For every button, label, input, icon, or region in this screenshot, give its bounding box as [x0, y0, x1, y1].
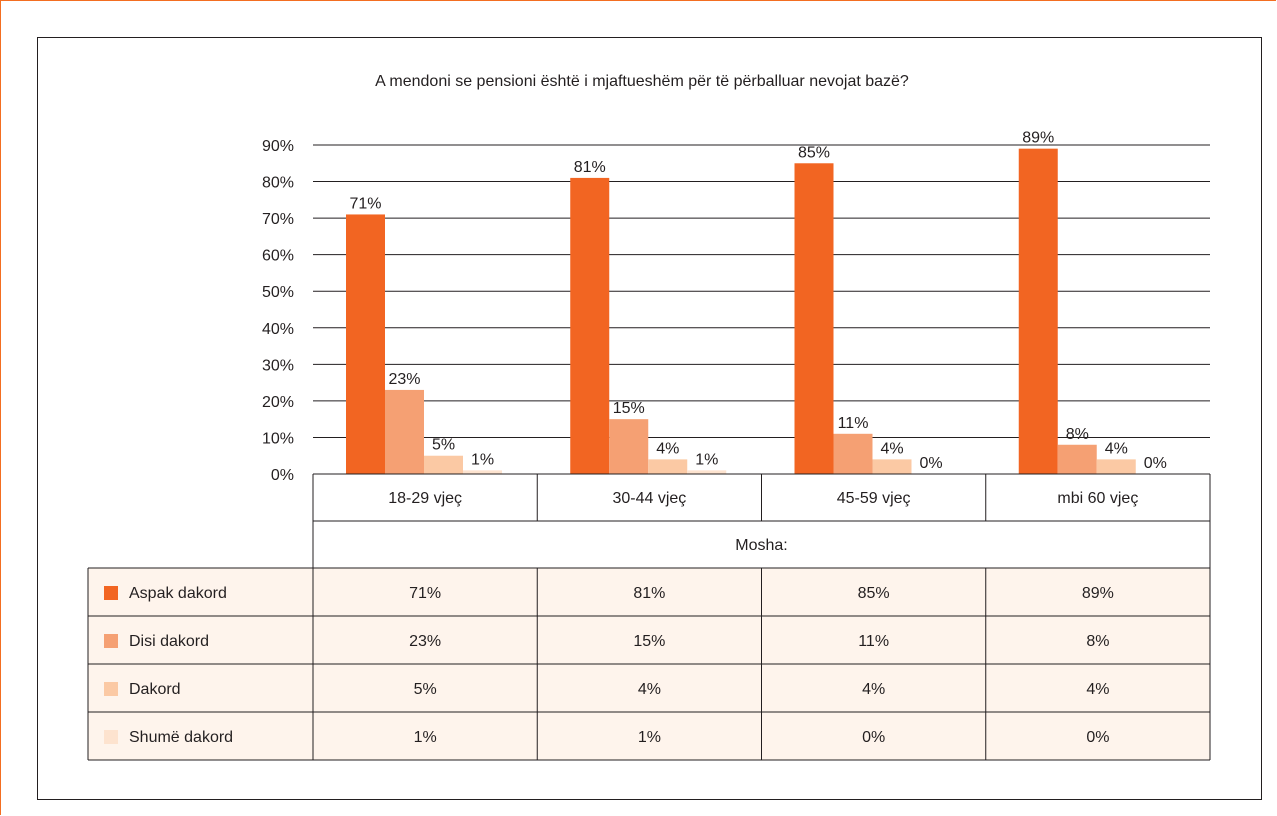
bar: [794, 163, 834, 474]
bar-value-label: 4%: [1105, 440, 1128, 457]
bar: [463, 470, 502, 474]
chart-frame: [37, 37, 1262, 800]
legend-label: Aspak dakord: [129, 585, 227, 602]
bar-value-label: 11%: [838, 415, 869, 432]
y-tick-label: 40%: [262, 321, 294, 338]
table-cell-value: 4%: [1086, 681, 1109, 698]
bar-value-label: 8%: [1066, 426, 1089, 443]
table-cell-value: 4%: [638, 681, 661, 698]
y-tick-label: 0%: [271, 467, 294, 484]
table-cell-value: 23%: [409, 633, 441, 650]
bar-value-label: 71%: [349, 195, 381, 212]
table-cell-value: 89%: [1082, 585, 1114, 602]
bar-value-label: 1%: [695, 451, 718, 468]
bar: [346, 214, 385, 474]
bar: [424, 455, 463, 474]
bar-value-label: 0%: [919, 455, 942, 472]
category-label: 18-29 vjeç: [388, 490, 462, 507]
y-tick-label: 50%: [262, 284, 294, 301]
table-cell-value: 71%: [409, 585, 441, 602]
category-label: 30-44 vjeç: [612, 490, 686, 507]
table-cell-value: 1%: [638, 729, 661, 746]
bar: [687, 470, 727, 474]
bar: [385, 389, 424, 474]
table-cell-value: 1%: [414, 729, 437, 746]
category-label: mbi 60 vjeç: [1057, 490, 1138, 507]
bar-value-label: 1%: [471, 451, 494, 468]
table-cell-value: 15%: [633, 633, 665, 650]
x-axis-label: Mosha:: [735, 537, 787, 554]
bar: [570, 177, 610, 474]
y-tick-label: 70%: [262, 211, 294, 228]
chart-title: A mendoni se pensioni është i mjaftueshë…: [375, 73, 909, 90]
bar: [1018, 148, 1058, 474]
bar: [609, 419, 649, 474]
table-cell-value: 0%: [862, 729, 885, 746]
table-cell-value: 85%: [858, 585, 890, 602]
bar: [1057, 444, 1097, 474]
legend-label: Dakord: [129, 681, 181, 698]
bar-value-label: 4%: [880, 440, 903, 457]
y-tick-label: 90%: [262, 138, 294, 155]
bar: [833, 433, 873, 474]
y-tick-label: 10%: [262, 430, 294, 447]
bar-value-label: 85%: [798, 144, 830, 161]
legend-swatch: [104, 730, 118, 744]
bar: [648, 459, 688, 474]
table-cell-value: 11%: [858, 633, 889, 650]
category-label: 45-59 vjeç: [837, 490, 911, 507]
bar-value-label: 89%: [1022, 130, 1054, 147]
table-cell-value: 0%: [1086, 729, 1109, 746]
bar-value-label: 0%: [1144, 455, 1167, 472]
bar-value-label: 4%: [656, 440, 679, 457]
legend-swatch: [104, 634, 118, 648]
y-tick-label: 60%: [262, 248, 294, 265]
legend-label: Disi dakord: [129, 633, 209, 650]
bar-value-label: 15%: [613, 400, 645, 417]
legend-swatch: [104, 682, 118, 696]
table-cell-value: 5%: [414, 681, 437, 698]
y-tick-label: 20%: [262, 394, 294, 411]
legend-label: Shumë dakord: [129, 729, 233, 746]
table-cell-value: 81%: [633, 585, 665, 602]
bar-value-label: 81%: [574, 159, 606, 176]
bar: [872, 459, 912, 474]
bar-value-label: 5%: [432, 437, 455, 454]
table-cell-value: 4%: [862, 681, 885, 698]
bar: [1096, 459, 1136, 474]
y-tick-label: 30%: [262, 357, 294, 374]
bar-value-label: 23%: [388, 371, 420, 388]
table-cell-value: 8%: [1086, 633, 1109, 650]
y-tick-label: 80%: [262, 175, 294, 192]
legend-swatch: [104, 586, 118, 600]
